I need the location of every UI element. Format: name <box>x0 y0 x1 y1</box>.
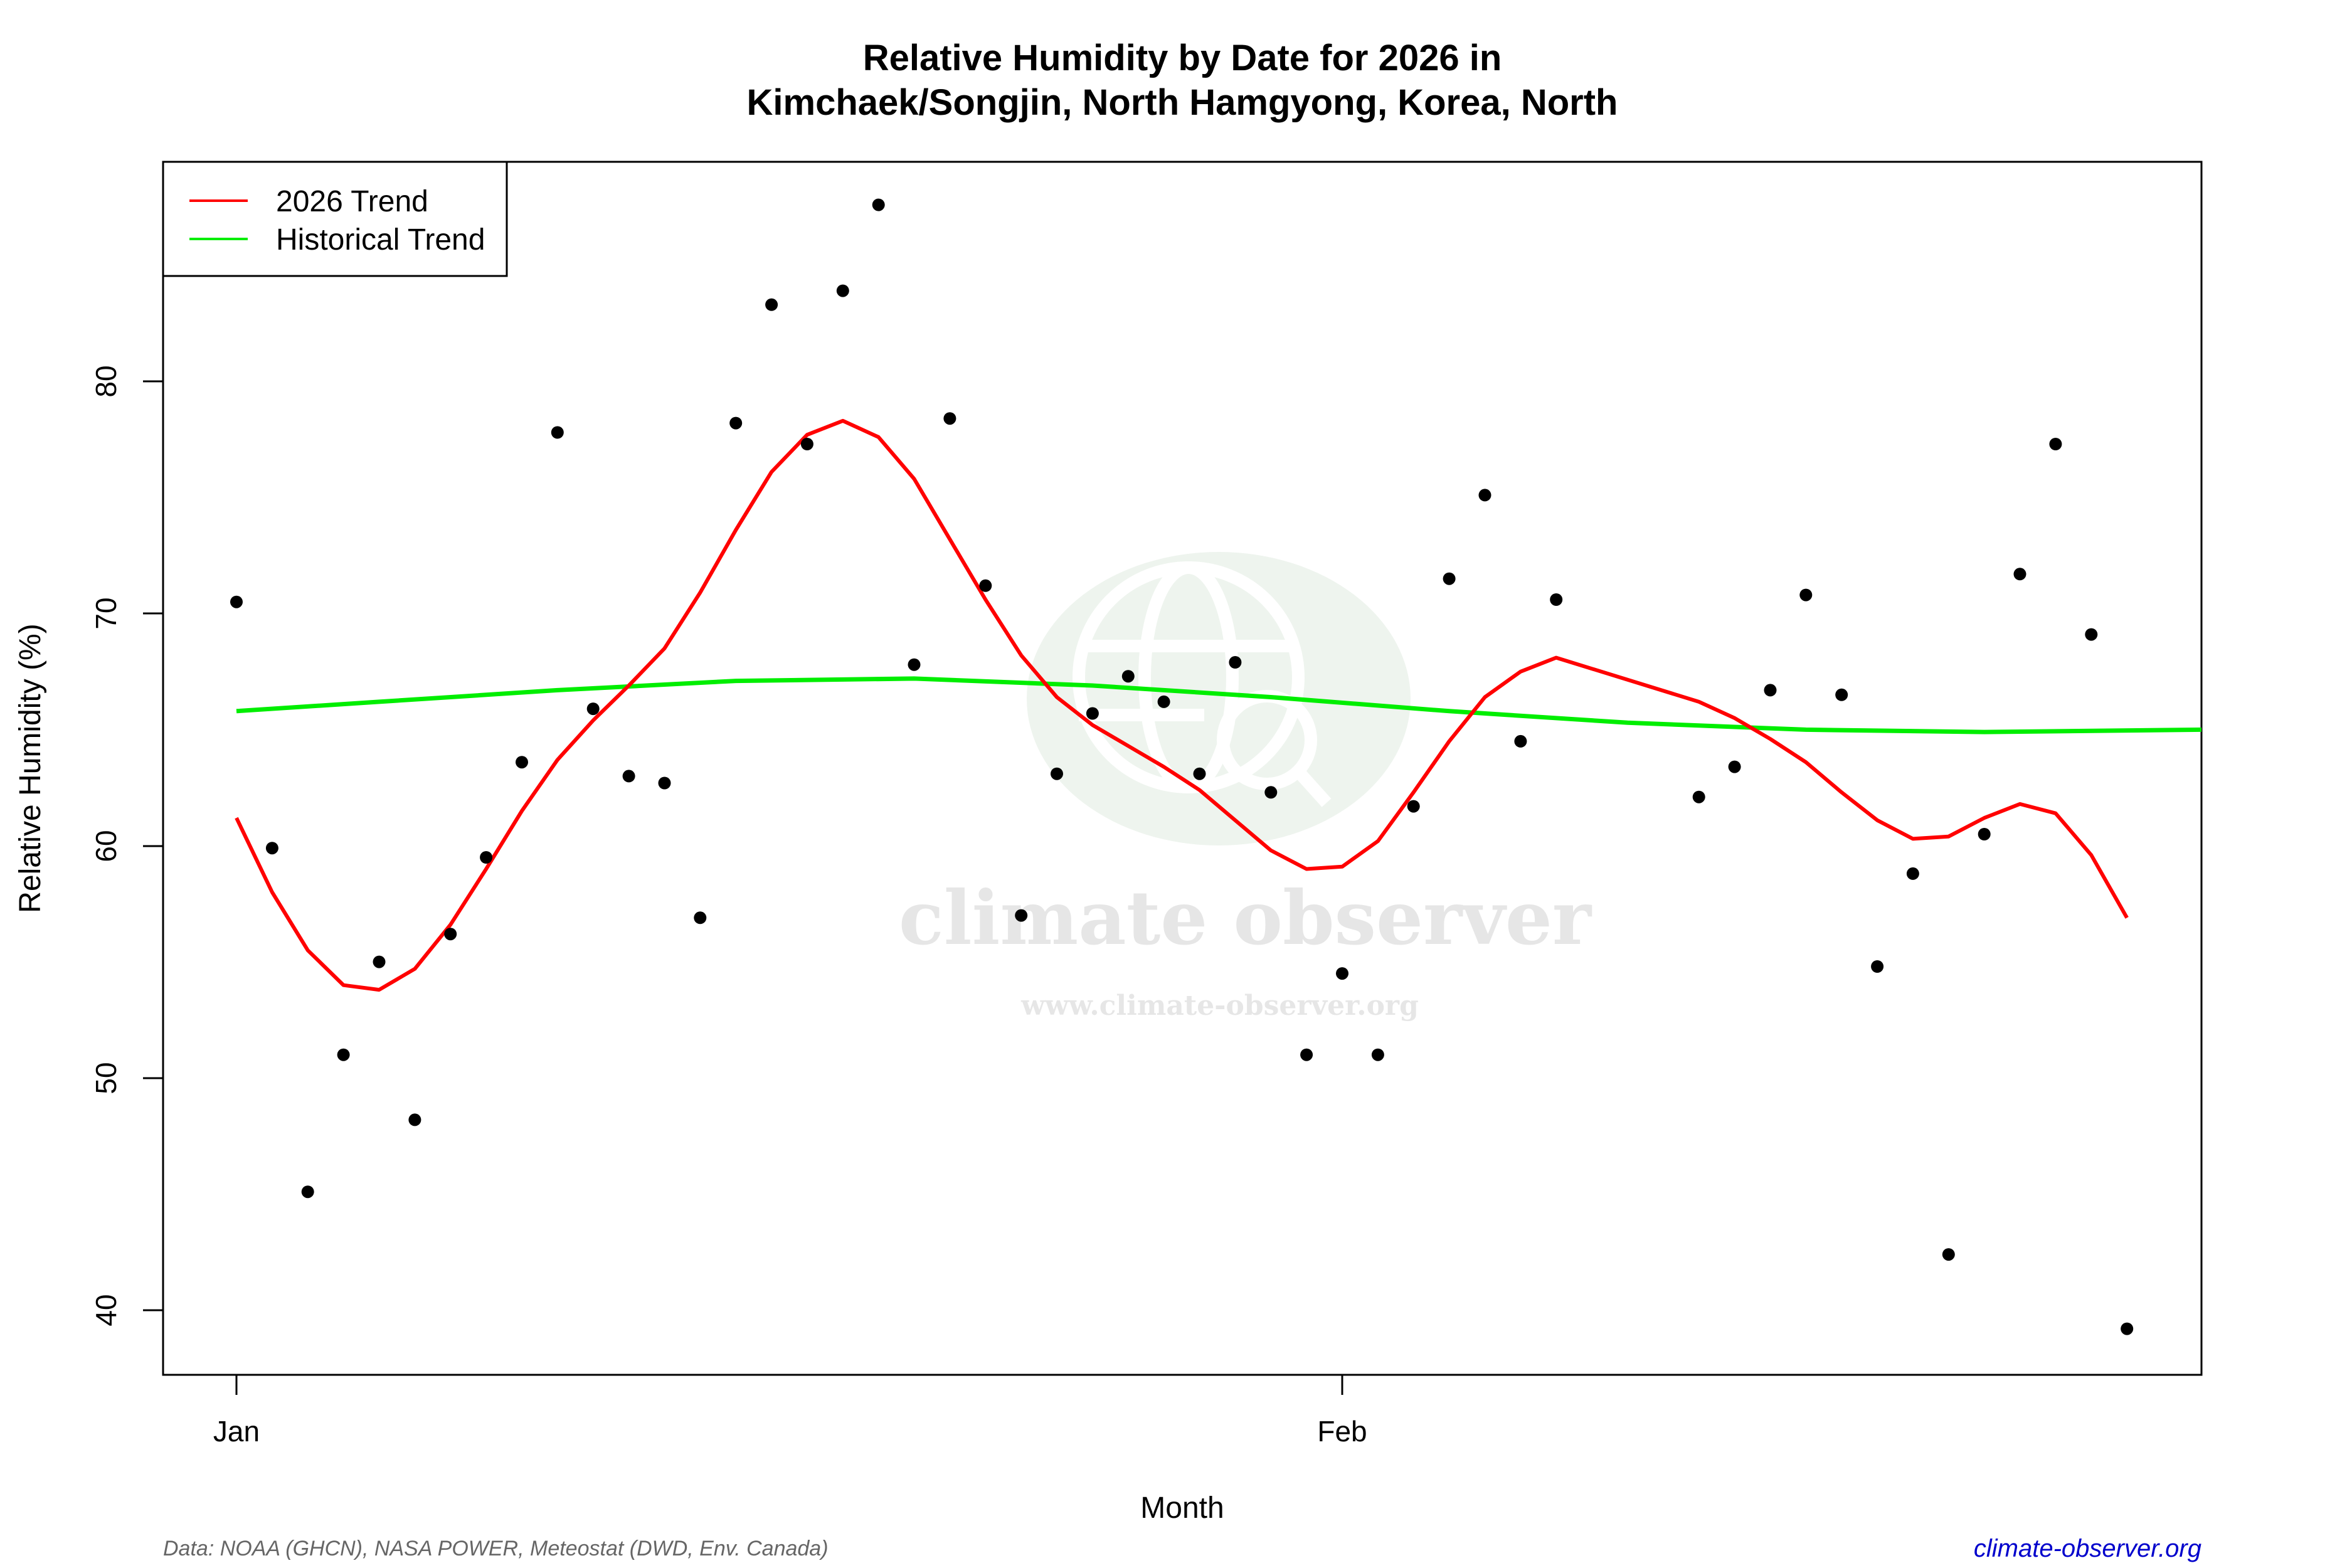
legend: 2026 Trend Historical Trend <box>162 161 508 277</box>
y-tick-60: 60 <box>90 830 122 862</box>
data-point <box>551 426 564 439</box>
data-point <box>2013 568 2026 581</box>
x-axis <box>235 1375 1343 1395</box>
trend-2026-line <box>235 418 2129 992</box>
plot-frame <box>162 161 2203 1376</box>
data-point <box>943 412 956 425</box>
data-point <box>1300 1048 1313 1061</box>
data-point <box>729 416 743 430</box>
data-point <box>1121 670 1135 683</box>
data-point <box>1550 593 1563 606</box>
data-point <box>480 851 493 864</box>
y-tick-70: 70 <box>90 597 122 629</box>
watermark-url: www.climate-observer.org <box>1020 990 1419 1022</box>
y-tick-80: 80 <box>90 365 122 397</box>
data-point <box>2121 1322 2134 1335</box>
data-point <box>979 579 992 592</box>
data-point <box>1871 960 1884 973</box>
y-tick-labels: 80 70 60 50 40 <box>90 365 122 1326</box>
data-point <box>1978 828 1991 840</box>
data-point <box>872 198 885 211</box>
chart-title-line2: Kimchaek/Songjin, North Hamgyong, Korea,… <box>747 82 1618 123</box>
data-source-note: Data: NOAA (GHCN), NASA POWER, Meteostat… <box>163 1537 829 1560</box>
x-axis-label: Month <box>1140 1491 1224 1525</box>
data-point <box>2085 628 2098 641</box>
data-point <box>1906 867 1919 880</box>
site-link[interactable]: climate-observer.org <box>1974 1535 2201 1562</box>
x-tick-feb: Feb <box>1317 1415 1367 1448</box>
data-point <box>1157 695 1170 708</box>
data-point <box>908 658 921 671</box>
data-point <box>1835 688 1848 701</box>
data-point <box>765 298 778 311</box>
data-point <box>1407 800 1420 813</box>
data-point <box>586 702 600 716</box>
data-point <box>1942 1248 1955 1261</box>
y-axis <box>143 380 163 1311</box>
historical-trend-line <box>236 676 2202 734</box>
data-point <box>444 928 457 941</box>
data-point <box>1764 684 1777 697</box>
data-point <box>1336 967 1348 980</box>
watermark-text: climate observer <box>899 874 1592 961</box>
data-point <box>1051 767 1063 780</box>
y-axis-label: Relative Humidity (%) <box>14 623 47 913</box>
data-point <box>1443 572 1456 585</box>
data-point <box>230 595 243 608</box>
legend-label-2026: 2026 Trend <box>276 185 428 218</box>
data-point <box>301 1185 314 1199</box>
globe-search-icon <box>1073 561 1332 807</box>
data-point <box>337 1048 350 1061</box>
data-point <box>1193 767 1206 780</box>
data-point <box>836 284 849 297</box>
x-tick-jan: Jan <box>213 1415 260 1448</box>
data-point <box>1015 909 1028 922</box>
data-point <box>2049 438 2062 450</box>
legend-box <box>162 161 508 277</box>
data-point <box>1264 786 1278 799</box>
data-point <box>694 911 707 924</box>
data-point <box>1692 790 1705 803</box>
data-point <box>800 438 813 450</box>
data-point <box>658 776 671 790</box>
data-point <box>622 770 635 783</box>
data-point <box>1086 707 1099 720</box>
data-point <box>1514 734 1527 748</box>
data-point <box>1229 656 1242 669</box>
y-tick-40: 40 <box>90 1294 122 1326</box>
site-link-text[interactable]: climate-observer.org <box>1974 1535 2201 1562</box>
y-tick-50: 50 <box>90 1062 122 1094</box>
chart-title-line1: Relative Humidity by Date for 2026 in <box>863 38 1502 78</box>
data-point <box>373 955 386 968</box>
legend-label-historical: Historical Trend <box>276 223 485 257</box>
data-point <box>1799 588 1813 601</box>
series-layer <box>230 198 2202 1335</box>
data-point <box>408 1113 421 1126</box>
data-point <box>1478 489 1491 502</box>
data-point <box>1371 1048 1384 1061</box>
data-point <box>516 756 528 769</box>
watermark: climate observer www.climate-observer.or… <box>899 552 1592 1022</box>
data-point <box>265 842 278 855</box>
data-point <box>1728 760 1741 773</box>
